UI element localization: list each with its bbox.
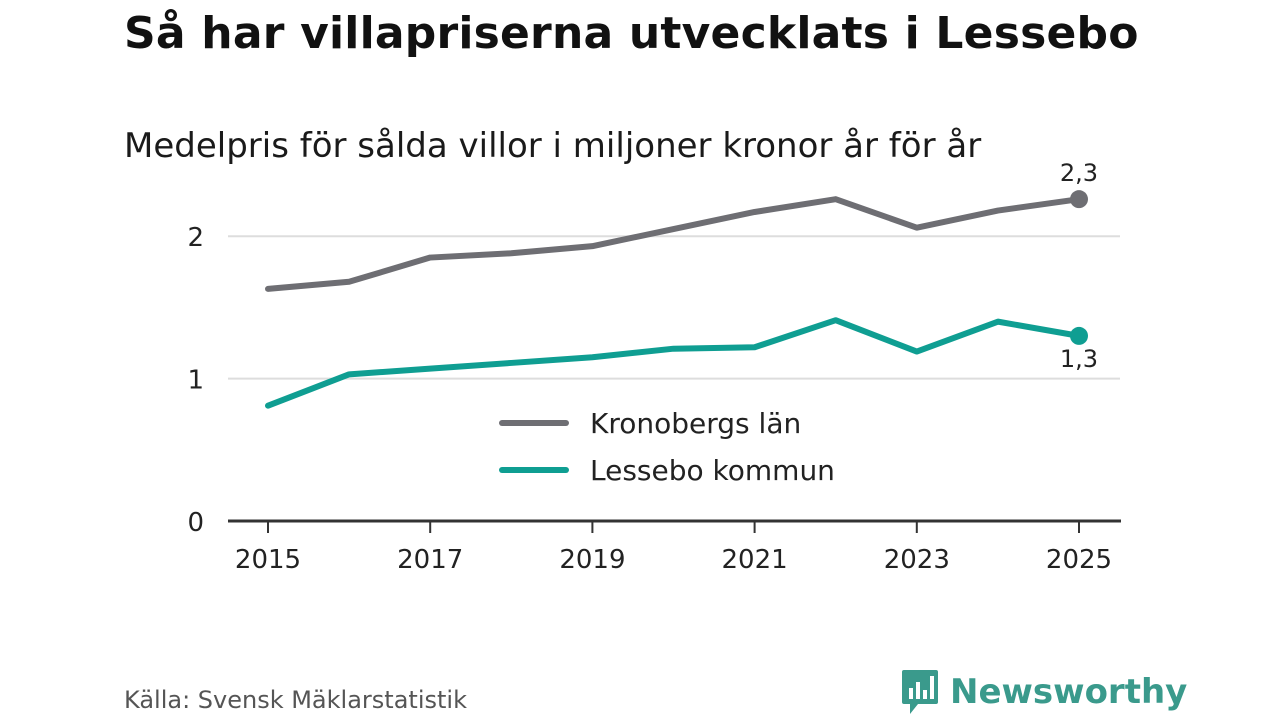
source-note: Källa: Svensk Mäklarstatistik xyxy=(124,686,467,714)
data-label: 1,3 xyxy=(1060,345,1098,373)
series-lines xyxy=(265,190,1088,409)
y-tick-label: 1 xyxy=(187,366,204,396)
y-axis-tick-labels: 0 1 2 xyxy=(187,223,204,538)
x-tick-label: 2015 xyxy=(235,545,301,575)
series-line-lessebo-kommun xyxy=(265,317,1082,409)
data-label: 2,3 xyxy=(1060,159,1098,187)
gridlines xyxy=(228,235,1120,380)
y-tick-label: 2 xyxy=(187,223,204,253)
chart-title: Så har villapriserna utvecklats i Lesseb… xyxy=(124,8,1139,59)
legend-background xyxy=(490,404,858,494)
x-tick-label: 2023 xyxy=(884,545,950,575)
legend-label: Kronobergs län xyxy=(590,407,801,440)
series-endpoint-dot xyxy=(1070,326,1088,345)
x-tick-label: 2019 xyxy=(559,545,625,575)
y-tick-label: 0 xyxy=(187,508,204,538)
brand-logo: Newsworthy xyxy=(900,668,1187,716)
x-tick-label: 2021 xyxy=(722,545,788,575)
newsworthy-logo-icon xyxy=(902,670,938,714)
brand-name: Newsworthy xyxy=(950,672,1188,712)
legend: Kronobergs län Lessebo kommun xyxy=(490,404,858,494)
end-labels: 2,3 1,3 xyxy=(1060,159,1098,373)
series-line-kronobergs-lan xyxy=(265,196,1082,292)
legend-label: Lessebo kommun xyxy=(590,454,835,487)
x-tick-label: 2025 xyxy=(1046,545,1112,575)
x-tick-label: 2017 xyxy=(397,545,463,575)
series-endpoint-dot xyxy=(1070,190,1088,209)
chart-subtitle: Medelpris för sålda villor i miljoner kr… xyxy=(124,126,982,166)
x-axis-ticks: 2015 2017 2019 2021 2023 2025 xyxy=(235,521,1112,575)
